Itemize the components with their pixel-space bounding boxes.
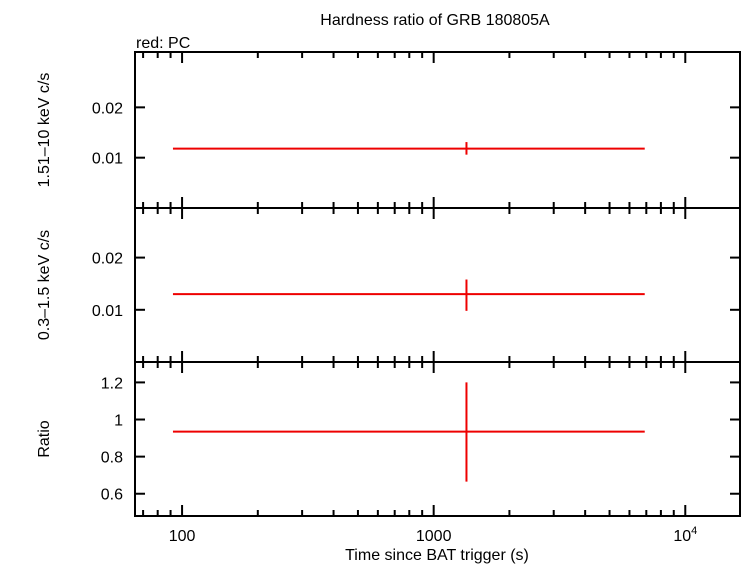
panel-hard: 0.01 0.02 1.51–10 keV c/s bbox=[36, 51, 741, 209]
y-axis-label: Ratio bbox=[36, 420, 53, 457]
chart-title: Hardness ratio of GRB 180805A bbox=[320, 12, 550, 29]
y-tick-label: 0.02 bbox=[92, 251, 123, 268]
x-tick-label: 100 bbox=[169, 528, 196, 545]
x-tick-exponent: 4 bbox=[691, 525, 697, 537]
x-tick-label: 1000 bbox=[416, 528, 452, 545]
y-tick-label: 0.8 bbox=[101, 450, 123, 467]
x-axis-label: Time since BAT trigger (s) bbox=[345, 547, 529, 564]
panel-soft: 0.01 0.02 0.3–1.5 keV c/s bbox=[36, 207, 741, 363]
panel-frame bbox=[134, 207, 741, 363]
y-tick-label: 0.01 bbox=[92, 151, 123, 168]
panel-frame bbox=[134, 361, 741, 517]
y-tick-label: 0.6 bbox=[101, 487, 123, 504]
y-tick-label: 1.2 bbox=[101, 375, 123, 392]
legend-label: red: PC bbox=[136, 35, 190, 52]
y-axis-label: 0.3–1.5 keV c/s bbox=[36, 230, 53, 340]
y-tick-label: 0.01 bbox=[92, 303, 123, 320]
y-tick-label: 0.02 bbox=[92, 100, 123, 117]
panel-ratio: 0.6 0.8 1 1.2 Ratio bbox=[36, 361, 741, 517]
panel-frame bbox=[134, 51, 741, 209]
y-tick-label: 1 bbox=[114, 413, 123, 430]
x-tick-labels: 100 1000 104 bbox=[169, 525, 698, 545]
x-tick-label: 104 bbox=[673, 525, 697, 545]
y-axis-label: 1.51–10 keV c/s bbox=[36, 73, 53, 188]
